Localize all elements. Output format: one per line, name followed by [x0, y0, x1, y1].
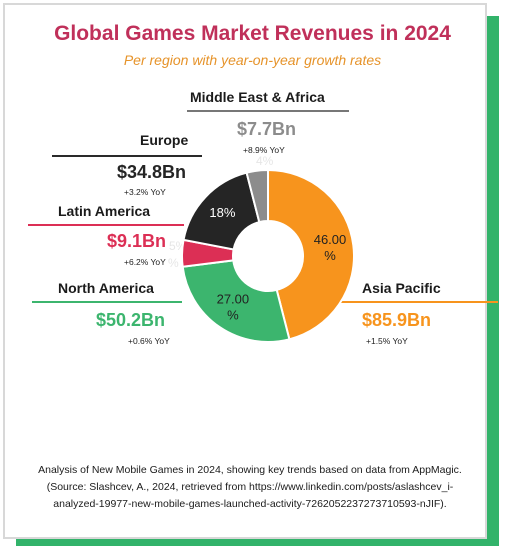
source-note: Analysis of New Mobile Games in 2024, sh…: [22, 462, 478, 513]
rule-apac: [340, 301, 498, 303]
region-value-mea: $7.7Bn: [237, 119, 297, 139]
slice-middle-east-africa: [245, 168, 269, 224]
region-yoy-latam: +6.2% YoY: [124, 257, 166, 267]
chart-title: Global Games Market Revenues in 2024: [54, 22, 451, 45]
region-value-apac: $85.9Bn: [362, 310, 432, 330]
slice-label-asia-pacific: 46.00%: [314, 232, 347, 263]
region-value-europe: $34.8Bn: [117, 162, 187, 182]
rule-na: [32, 301, 182, 303]
source-note-line-1: Analysis of New Mobile Games in 2024, sh…: [38, 464, 462, 476]
rule-europe: [52, 155, 202, 157]
region-value-latam: $9.1Bn: [107, 231, 167, 251]
donut-chart: 46.00 % 27.00 % 18%: [181, 168, 355, 343]
region-name-na: North America: [58, 280, 154, 296]
rule-mea: [187, 110, 349, 112]
region-yoy-mea: +8.9% YoY: [243, 145, 285, 155]
source-note-line-2: (Source: Slashcev, A., 2024, retrieved f…: [46, 481, 454, 493]
ghost-label-mea: 4%: [256, 154, 274, 168]
region-name-europe: Europe: [140, 132, 189, 148]
region-name-apac: Asia Pacific: [362, 280, 441, 296]
rule-latam: [28, 224, 184, 226]
slice-label-europe: 18%: [209, 205, 235, 220]
region-value-na: $50.2Bn: [96, 310, 166, 330]
source-note-line-3: analyzed-19977-new-mobile-games-launched…: [53, 498, 447, 510]
region-yoy-apac: +1.5% YoY: [366, 336, 408, 346]
slice-asia-pacific: [267, 168, 355, 341]
slice-label-north-america: 27.00%: [217, 292, 250, 323]
card-frame: [3, 3, 487, 539]
chart-subtitle: Per region with year-on-year growth rate…: [123, 52, 382, 68]
ghost-label-latam-b: %: [168, 256, 179, 270]
region-name-latam: Latin America: [58, 203, 151, 219]
region-yoy-na: +0.6% YoY: [128, 336, 170, 346]
slice-north-america: [181, 259, 291, 343]
region-name-mea: Middle East & Africa: [190, 89, 325, 105]
region-yoy-europe: +3.2% YoY: [124, 187, 166, 197]
